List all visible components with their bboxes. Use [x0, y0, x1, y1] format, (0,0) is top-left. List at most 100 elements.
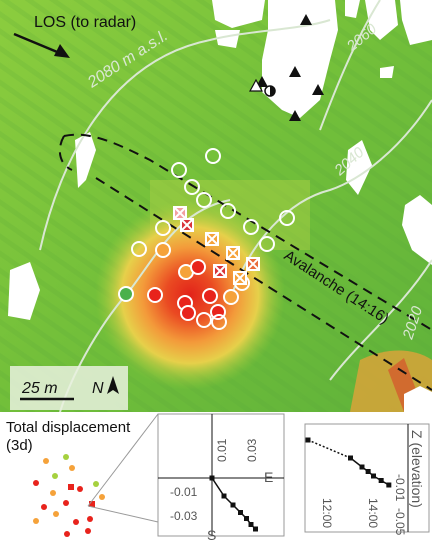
- crossed-square-marker: [173, 206, 187, 220]
- cluster-dot: [41, 504, 47, 510]
- monitoring-point-open: [243, 219, 259, 235]
- cluster-dot: [69, 465, 75, 471]
- cluster-dot: [99, 494, 105, 500]
- monitoring-point-red: [202, 288, 218, 304]
- monitoring-point-red: [180, 305, 196, 321]
- avalanche-boundary-end: [58, 135, 73, 171]
- chart-en-frame: [157, 413, 285, 537]
- chart-en-point: [209, 475, 215, 481]
- chart-z-point: [365, 469, 371, 474]
- reference-triangle: [300, 14, 312, 25]
- cluster-square: [89, 501, 95, 507]
- no-data-area: [400, 0, 432, 45]
- reference-triangle: [248, 78, 264, 92]
- monitoring-point-orange-open: [211, 314, 227, 330]
- no-data-area: [404, 386, 432, 412]
- no-data-area: [75, 132, 96, 188]
- north-arrow-icon: [107, 376, 119, 394]
- leader-line: [87, 505, 159, 523]
- chart-en-y-label: S: [207, 527, 216, 540]
- chart-z-point: [348, 455, 353, 461]
- monitoring-point-open: [131, 241, 147, 257]
- chart-en-x-tick: 0.03: [245, 438, 259, 462]
- chart-z-point: [386, 482, 392, 488]
- avalanche-boundary-upper: [63, 133, 432, 331]
- crossed-square-marker: [213, 264, 227, 278]
- no-data-area: [8, 262, 40, 320]
- cluster-dot: [52, 473, 58, 479]
- chart-en-series: [209, 475, 258, 532]
- cluster-dot: [64, 531, 70, 537]
- monitoring-point-orange-open: [196, 312, 212, 328]
- cluster-dot: [85, 528, 91, 534]
- cluster-dot: [93, 481, 99, 487]
- crossed-square-marker: [226, 246, 240, 260]
- cluster-dot: [77, 486, 83, 492]
- chart-z-point: [305, 437, 311, 443]
- chart-z-point: [378, 478, 384, 483]
- monitoring-point-open: [196, 192, 212, 208]
- chart-en-point: [230, 502, 236, 508]
- contour-line-2080: [39, 19, 331, 251]
- panel-title-line1: Total displacement: [6, 419, 131, 436]
- reference-triangles: [248, 14, 324, 121]
- crossed-square-marker: [233, 271, 247, 285]
- leader-line: [87, 413, 159, 507]
- los-arrow-icon: [13, 32, 70, 58]
- displacement-dot-cluster: [33, 454, 105, 537]
- cluster-dot: [87, 516, 93, 522]
- chart-en-point: [248, 522, 254, 527]
- chart-en-x-label: E: [264, 469, 273, 485]
- chart-z-axis-label: Z (elevation): [409, 430, 425, 508]
- chart-en-point: [253, 526, 258, 532]
- contour-line-2060: [319, 0, 381, 131]
- cluster-dot: [63, 500, 69, 506]
- cluster-dot: [43, 458, 49, 464]
- contour-line-2040: [229, 99, 432, 301]
- monitoring-point-red: [190, 259, 206, 275]
- chart-en-point: [221, 493, 227, 499]
- chart-en-point: [244, 516, 249, 521]
- displacement-hotspot: [90, 195, 290, 395]
- avalanche-boundary-lower: [95, 177, 432, 391]
- chart-en-y-tick: -0.03: [170, 509, 198, 523]
- monitoring-point-open: [279, 210, 295, 226]
- crossed-square-marker: [246, 257, 260, 271]
- los-label: LOS (to radar): [34, 14, 136, 31]
- monitoring-point-open: [171, 162, 187, 178]
- cluster-dot: [50, 490, 56, 496]
- monitoring-point-open: [184, 179, 200, 195]
- chart-z-x-tick: 12:00: [320, 498, 334, 528]
- monitoring-point-green: [118, 286, 134, 302]
- reference-triangle: [312, 84, 324, 95]
- cluster-dot: [73, 519, 79, 525]
- scale-box: [10, 366, 128, 410]
- monitoring-point-red: [147, 287, 163, 303]
- chart-z-series: [305, 437, 392, 488]
- north-label: N: [92, 380, 104, 397]
- crossed-markers: [173, 206, 260, 285]
- scale-label: 25 m: [21, 380, 58, 397]
- cluster-dot: [33, 480, 39, 486]
- chart-en-point: [238, 510, 243, 515]
- chart-en-y-tick: -0.01: [170, 485, 198, 499]
- cluster-dot: [53, 511, 59, 517]
- chart-z-y-tick: -0.01: [393, 474, 407, 502]
- chart-z-point: [359, 464, 365, 470]
- crossed-square-marker: [205, 232, 219, 246]
- no-data-area: [380, 66, 394, 78]
- monitoring-point-open: [155, 220, 171, 236]
- reference-triangle: [289, 110, 301, 121]
- monitoring-point-open: [259, 236, 275, 252]
- cluster-dot: [63, 454, 69, 460]
- reference-triangle: [289, 66, 301, 77]
- monitoring-point-yellow: [223, 289, 239, 305]
- chart-z-y-tick: -0.05: [393, 508, 407, 536]
- no-data-area: [402, 195, 432, 265]
- no-data-area: [345, 0, 360, 18]
- cluster-square: [68, 484, 74, 490]
- reference-point-marker-half: [270, 86, 275, 96]
- chart-z-x-tick: 14:00: [366, 498, 380, 528]
- panel-title-line2: (3d): [6, 437, 33, 454]
